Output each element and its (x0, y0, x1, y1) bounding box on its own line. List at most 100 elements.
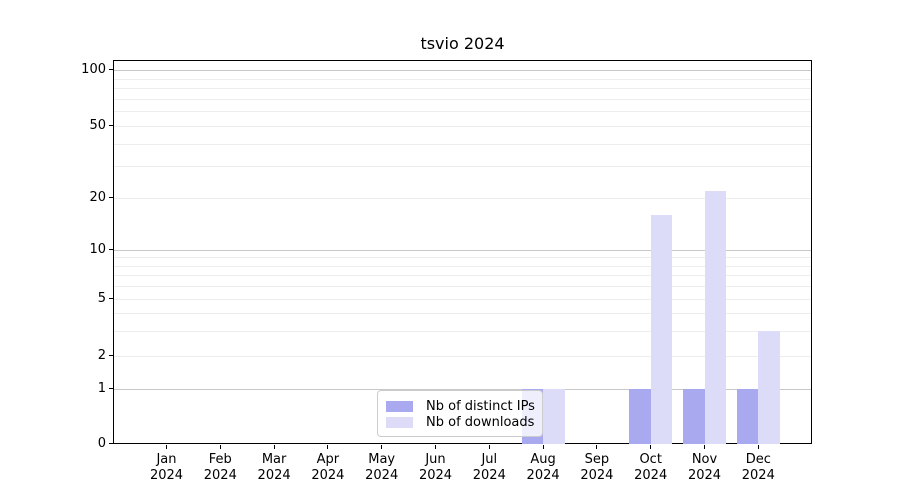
y-tick-mark (109, 443, 113, 444)
y-tick-label: 50 (89, 118, 106, 133)
y-tick-mark (109, 125, 113, 126)
x-tick-mark (704, 445, 705, 449)
x-tick-year: 2024 (472, 468, 506, 483)
x-tick-month: Feb (208, 452, 232, 467)
y-tick-mark (109, 355, 113, 356)
x-tick-label: Apr 2024 (300, 452, 356, 484)
minor-gridline (114, 330, 811, 332)
x-tick-label: Feb 2024 (192, 452, 248, 484)
bar-distinct-ips (683, 389, 705, 444)
x-tick-mark (596, 445, 598, 449)
x-tick-year: 2024 (526, 468, 560, 483)
y-tick-label: 5 (97, 291, 106, 306)
x-tick-mark (273, 445, 275, 449)
x-tick-label: Jul 2024 (461, 452, 517, 484)
x-tick-year: 2024 (687, 468, 722, 483)
x-tick-month: Jul (481, 452, 498, 467)
y-tick-mark (109, 298, 113, 299)
minor-gridline (114, 111, 811, 113)
x-tick-month: Mar (261, 452, 287, 467)
minor-gridline (114, 299, 811, 300)
y-tick-mark (109, 249, 113, 250)
x-tick-year: 2024 (418, 468, 453, 483)
y-tick-mark (109, 69, 113, 70)
legend-swatch-downloads (386, 416, 413, 428)
minor-gridline (114, 265, 811, 267)
legend-item-distinct-ips: Nb of distinct IPs (386, 398, 535, 414)
x-tick-label: Jan 2024 (139, 452, 195, 484)
x-tick-label: Jun 2024 (408, 452, 464, 484)
x-tick-label: Oct 2024 (623, 452, 679, 484)
bar-downloads (543, 389, 565, 444)
minor-gridline (114, 286, 811, 288)
x-tick-mark (435, 445, 436, 449)
x-tick-month: Jun (425, 452, 446, 467)
x-tick-month: Aug (530, 452, 556, 467)
minor-gridline (114, 143, 811, 145)
minor-gridline (114, 312, 811, 314)
x-tick-label: Sep 2024 (569, 452, 625, 484)
x-tick-year: 2024 (365, 468, 399, 483)
x-tick-label: May 2024 (354, 452, 410, 484)
bar-distinct-ips (736, 389, 759, 444)
bar-distinct-ips (629, 389, 651, 444)
x-tick-year: 2024 (149, 468, 184, 483)
minor-gridline (114, 88, 811, 90)
x-tick-month: May (368, 452, 396, 467)
x-tick-year: 2024 (580, 468, 614, 483)
minor-gridline (114, 126, 811, 127)
legend-label-downloads: Nb of downloads (426, 414, 535, 430)
x-tick-month: Oct (639, 452, 662, 467)
y-tick-label: 1 (97, 381, 106, 396)
x-tick-month: Apr (316, 452, 340, 467)
bar-downloads (704, 190, 726, 444)
y-tick-label: 20 (89, 190, 106, 205)
minor-gridline (114, 257, 811, 259)
x-tick-label: Aug 2024 (515, 452, 571, 484)
major-gridline (114, 70, 811, 71)
x-tick-year: 2024 (257, 468, 291, 483)
minor-gridline (114, 356, 811, 357)
x-tick-year: 2024 (634, 468, 668, 483)
y-tick-label: 10 (89, 242, 106, 257)
x-tick-mark (650, 445, 652, 449)
y-tick-label: 100 (81, 62, 106, 77)
x-tick-year: 2024 (741, 468, 775, 483)
bar-downloads (650, 214, 673, 444)
x-tick-year: 2024 (203, 468, 237, 483)
y-tick-label: 0 (97, 436, 106, 451)
y-tick-mark (109, 197, 113, 198)
legend-item-downloads: Nb of downloads (386, 414, 534, 430)
x-tick-month: Dec (745, 452, 771, 467)
y-tick-label: 2 (97, 348, 106, 363)
x-tick-mark (542, 445, 544, 449)
minor-gridline (114, 198, 811, 199)
x-tick-label: Dec 2024 (730, 452, 786, 484)
x-tick-mark (488, 445, 490, 449)
legend-label-distinct-ips: Nb of distinct IPs (426, 398, 535, 414)
x-tick-label: Nov 2024 (677, 452, 733, 484)
y-tick-mark (109, 388, 113, 389)
x-tick-label: Mar 2024 (246, 452, 302, 484)
x-tick-year: 2024 (311, 468, 345, 483)
x-tick-mark (757, 445, 759, 449)
minor-gridline (114, 275, 811, 277)
x-tick-mark (166, 445, 167, 449)
minor-gridline (114, 78, 811, 80)
x-tick-month: Sep (584, 452, 610, 467)
bar-downloads (758, 330, 780, 444)
minor-gridline (114, 166, 811, 168)
x-tick-mark (219, 445, 221, 449)
plot-area (113, 60, 812, 444)
major-gridline (114, 250, 811, 251)
legend: Nb of distinct IPs Nb of downloads (377, 390, 543, 437)
x-tick-mark (327, 445, 329, 449)
x-tick-month: Jan (156, 452, 177, 467)
x-tick-month: Nov (691, 452, 718, 467)
minor-gridline (114, 98, 811, 100)
major-gridline (114, 389, 811, 390)
chart-title: tsvio 2024 (420, 34, 505, 53)
legend-swatch-distinct-ips (386, 400, 413, 412)
x-tick-mark (381, 445, 383, 449)
